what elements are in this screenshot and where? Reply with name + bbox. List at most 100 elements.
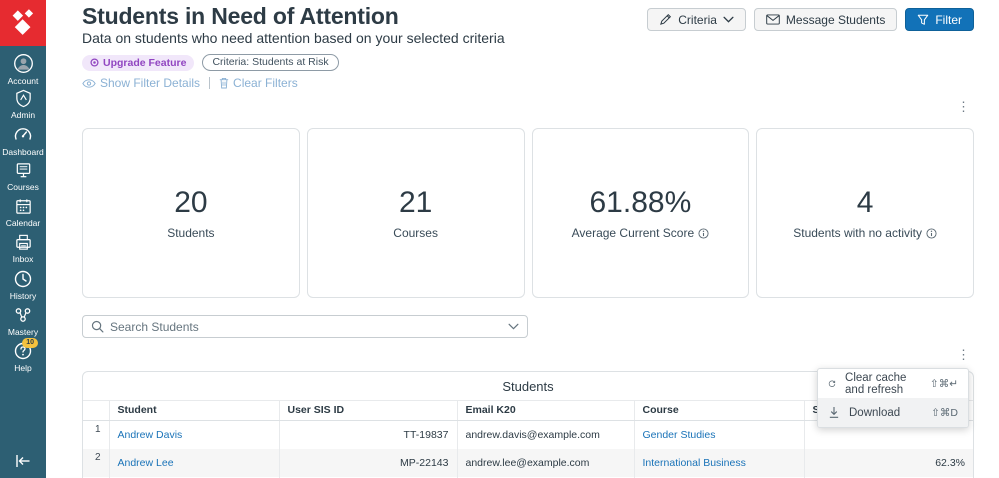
sidebar-item-label: Calendar: [5, 218, 41, 228]
email-cell: andrew.davis@example.com: [456, 420, 634, 449]
page-subtitle: Data on students who need attention base…: [82, 30, 505, 46]
students-table-card: Students Student User SIS ID Email K20 C…: [82, 371, 974, 478]
sidebar-item-mastery[interactable]: Mastery: [0, 305, 46, 341]
filter-button[interactable]: Filter: [905, 8, 974, 31]
sidebar-item-admin[interactable]: Admin: [0, 89, 46, 125]
refresh-icon: [828, 380, 836, 387]
upgrade-feature-badge-label: Upgrade Feature: [103, 56, 187, 69]
menu-item-label: Download: [849, 406, 901, 419]
admin-shield-icon: [15, 89, 31, 108]
stat-card-no-activity: 4 Students with no activity: [756, 128, 974, 298]
chevron-down-icon: [723, 16, 734, 23]
stat-card-students: 20 Students: [82, 128, 300, 298]
email-cell: andrew.lee@example.com: [456, 448, 634, 477]
collapse-sidebar-button[interactable]: [0, 454, 46, 468]
menu-shortcut: ⇧⌘↵: [929, 377, 958, 390]
table-row: 2 Andrew Lee MP-22143 andrew.lee@example…: [83, 448, 973, 477]
course-link[interactable]: International Business: [642, 456, 746, 469]
student-link[interactable]: Andrew Davis: [117, 428, 183, 441]
table-options-row: ⋮: [82, 348, 974, 361]
col-student[interactable]: Student: [108, 400, 279, 421]
info-icon[interactable]: [698, 227, 709, 239]
school-logo[interactable]: [0, 0, 46, 46]
stat-label: Average Current Score: [572, 226, 710, 240]
sidebar-item-label: Account: [7, 76, 39, 86]
stat-label-text: Average Current Score: [571, 226, 695, 240]
sidebar-item-account[interactable]: Account: [0, 53, 46, 89]
sidebar-item-dashboard[interactable]: Dashboard: [0, 125, 46, 161]
sidebar-item-label: History: [9, 291, 37, 301]
score-cell: 62.3%: [803, 448, 973, 477]
table-row: 3 Barry Reynolds MK-38483 barry.reynolds…: [83, 476, 973, 478]
stat-label: Students with no activity: [793, 226, 937, 240]
page-header-text: Students in Need of Attention Data on st…: [82, 4, 505, 46]
search-icon: [91, 320, 104, 333]
sidebar-item-label: Mastery: [7, 327, 39, 337]
criteria-pill-label: Criteria: Students at Risk: [212, 56, 329, 68]
upgrade-dot-icon: [90, 58, 99, 67]
chevron-down-icon[interactable]: [508, 323, 519, 330]
sidebar-item-label: Dashboard: [2, 147, 44, 157]
stat-label: Courses: [393, 226, 438, 240]
sidebar-item-history[interactable]: History: [0, 269, 46, 305]
upgrade-feature-badge: Upgrade Feature: [82, 54, 195, 71]
criteria-button[interactable]: Criteria: [647, 8, 746, 31]
dashboard-gauge-icon: [14, 128, 32, 140]
help-count-badge: 10: [22, 338, 38, 349]
info-icon[interactable]: [926, 227, 937, 239]
search-input[interactable]: [110, 319, 502, 334]
stat-value: 21: [398, 186, 433, 219]
account-icon: [13, 54, 33, 73]
eye-icon: [82, 78, 96, 88]
sidebar-item-calendar[interactable]: Calendar: [0, 197, 46, 233]
page-title: Students in Need of Attention: [82, 3, 399, 29]
mastery-nodes-icon: [15, 308, 31, 322]
history-clock-icon: [14, 270, 32, 288]
col-user-sis-id[interactable]: User SIS ID: [278, 400, 457, 421]
collapse-arrow-icon: [16, 455, 30, 467]
col-row-number: [83, 400, 109, 421]
stats-kebab-menu-icon[interactable]: ⋮: [957, 99, 970, 114]
stat-cards-row: 20 Students 21 Courses 61.88% Average Cu…: [82, 128, 974, 298]
table-title: Students: [502, 379, 554, 394]
menu-item-label: Clear cache and refresh: [845, 371, 907, 396]
trash-icon: [219, 77, 229, 89]
sis-id-cell: MK-38483: [278, 476, 457, 478]
sidebar-item-inbox[interactable]: Inbox: [0, 233, 46, 269]
student-link[interactable]: Andrew Lee: [117, 456, 174, 469]
sidebar-item-label: Admin: [10, 110, 36, 120]
clear-filters-link[interactable]: Clear Filters: [219, 76, 298, 90]
download-icon: [829, 406, 839, 418]
course-link[interactable]: Gender Studies: [642, 428, 716, 441]
email-cell: barry.reynolds@example.com: [456, 476, 634, 478]
col-course[interactable]: Course: [633, 400, 804, 421]
filter-button-label: Filter: [935, 12, 962, 27]
stat-value: 61.88%: [589, 186, 692, 219]
table-context-menu: Clear cache and refresh ⇧⌘↵ Download ⇧⌘D: [817, 368, 969, 428]
envelope-icon: [766, 14, 780, 25]
sidebar-item-label: Courses: [7, 182, 39, 192]
stats-options-row: ⋮: [82, 100, 974, 114]
sis-id-cell: TT-19837: [278, 420, 457, 449]
row-number: 1: [94, 424, 101, 435]
menu-item-download[interactable]: Download ⇧⌘D: [818, 398, 968, 427]
table-kebab-menu-icon[interactable]: ⋮: [957, 347, 970, 362]
table-header-row: Student User SIS ID Email K20 Course Sco…: [83, 400, 973, 421]
students-table: Student User SIS ID Email K20 Course Sco…: [83, 400, 973, 478]
show-filter-details-link[interactable]: Show Filter Details: [82, 76, 200, 90]
sidebar-item-courses[interactable]: Courses: [0, 161, 46, 197]
score-cell: 62.01%: [803, 476, 973, 478]
stat-card-average-score: 61.88% Average Current Score: [531, 128, 750, 298]
links-divider: [209, 77, 211, 89]
stat-label: Students: [167, 226, 215, 240]
message-students-button-label: Message Students: [785, 12, 886, 27]
global-nav-sidebar: Account Admin Dashboard: [0, 0, 46, 478]
table-row: 1 Andrew Davis TT-19837 andrew.davis@exa…: [83, 420, 973, 449]
col-email-k20[interactable]: Email K20: [456, 400, 634, 421]
search-box: [82, 315, 528, 338]
message-students-button[interactable]: Message Students: [753, 8, 898, 31]
stat-label-text: Students with no activity: [793, 226, 922, 240]
sidebar-item-help[interactable]: 10 Help: [0, 338, 46, 377]
menu-item-clear-cache[interactable]: Clear cache and refresh ⇧⌘↵: [818, 369, 968, 398]
criteria-button-label: Criteria: [678, 12, 717, 27]
